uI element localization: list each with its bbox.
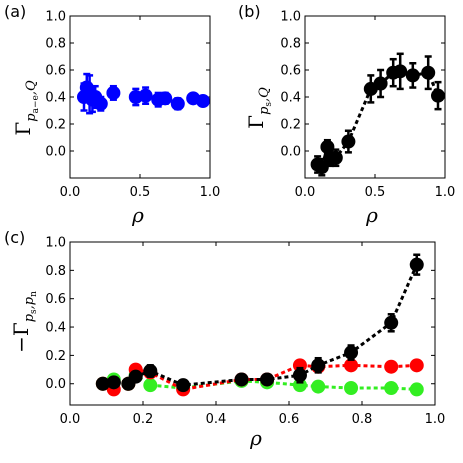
y-tick-label: 0.0 bbox=[280, 145, 301, 160]
y-tick-label: 0.4 bbox=[45, 321, 66, 336]
series-red bbox=[95, 358, 424, 397]
data-point bbox=[344, 345, 359, 360]
x-axis-label: ρ bbox=[365, 203, 378, 227]
data-point bbox=[409, 382, 424, 397]
y-tick-label: 0.6 bbox=[45, 292, 66, 307]
data-point bbox=[292, 368, 307, 383]
data-point bbox=[384, 359, 399, 374]
data-point bbox=[106, 85, 121, 100]
data-point bbox=[93, 96, 108, 111]
x-tick-label: 1.0 bbox=[435, 185, 456, 200]
x-tick-label: 1.0 bbox=[200, 185, 221, 200]
panel-label: (c) bbox=[4, 228, 25, 247]
data-point bbox=[95, 376, 110, 391]
data-point bbox=[328, 150, 343, 165]
y-axis-label: Γpa−e,Q bbox=[11, 80, 41, 136]
data-point bbox=[320, 139, 335, 154]
panel-a: (a) 0.0 0.5 1.0 0.0 0.2 0.4 0.6 0.8 1.0 ρ Γpa−e,Q bbox=[4, 2, 220, 227]
data-point bbox=[405, 68, 420, 83]
y-tick-label: 0.4 bbox=[280, 91, 301, 106]
y-tick-label: 0.8 bbox=[45, 264, 66, 279]
y-tick-label: 0.0 bbox=[45, 145, 66, 160]
panel-c: (c) 0.0 0.2 0.4 0.6 0.8 1.0 0.0 0.2 0.4 0.6 0.8 1.0 ρ… bbox=[4, 228, 445, 450]
panel-label: (a) bbox=[4, 2, 26, 21]
data-point bbox=[196, 94, 210, 109]
panel-label: (b) bbox=[238, 2, 261, 21]
data-point bbox=[393, 64, 408, 79]
data-point bbox=[106, 375, 121, 390]
y-axis-label: −Γps,pn bbox=[9, 291, 39, 353]
plot-area bbox=[77, 72, 210, 115]
y-tick-label: 0.6 bbox=[45, 64, 66, 79]
y-tick-label: 0.2 bbox=[280, 118, 301, 133]
x-tick-label: 0.5 bbox=[365, 185, 386, 200]
x-tick-label: 0.2 bbox=[133, 412, 154, 427]
y-axis-label: Γps,Q bbox=[244, 87, 274, 129]
data-point bbox=[128, 369, 143, 384]
y-tick-label: 1.0 bbox=[45, 236, 66, 251]
y-tick-label: 1.0 bbox=[45, 10, 66, 25]
panel-b: (b) 0.0 0.5 1.0 0.0 0.2 0.4 0.6 0.8 1.0 ρ Γps,Q bbox=[238, 2, 455, 227]
x-tick-label: 0.0 bbox=[60, 412, 81, 427]
data-point bbox=[170, 96, 185, 111]
axes-frame bbox=[304, 15, 446, 179]
data-point bbox=[138, 88, 153, 103]
series-black bbox=[95, 253, 424, 393]
x-tick-label: 0.0 bbox=[60, 185, 81, 200]
x-axis-label: ρ bbox=[249, 426, 262, 450]
y-tick-label: 0.0 bbox=[45, 377, 66, 392]
data-point bbox=[234, 372, 249, 387]
data-point bbox=[409, 257, 424, 272]
data-point bbox=[409, 358, 424, 373]
y-tick-label: 0.4 bbox=[45, 91, 66, 106]
x-tick-label: 1.0 bbox=[425, 412, 446, 427]
x-tick-label: 0.8 bbox=[352, 412, 373, 427]
data-point bbox=[421, 65, 436, 80]
data-point bbox=[143, 363, 158, 378]
y-tick-label: 0.2 bbox=[45, 349, 66, 364]
axes-frame bbox=[69, 15, 211, 179]
plot-area bbox=[95, 253, 424, 397]
data-point bbox=[344, 358, 359, 373]
data-point bbox=[431, 88, 445, 103]
data-point bbox=[373, 76, 388, 91]
data-point bbox=[311, 379, 326, 394]
data-point bbox=[341, 134, 356, 149]
x-tick-label: 0.4 bbox=[206, 412, 227, 427]
data-point bbox=[384, 380, 399, 395]
data-point bbox=[344, 380, 359, 395]
y-tick-label: 0.8 bbox=[280, 37, 301, 52]
data-point bbox=[260, 372, 275, 387]
x-axis-label: ρ bbox=[131, 203, 144, 227]
data-point bbox=[311, 358, 326, 373]
y-tick-label: 0.6 bbox=[280, 64, 301, 79]
plot-area bbox=[310, 52, 445, 177]
series-black bbox=[310, 52, 445, 177]
series-blue bbox=[77, 72, 210, 115]
data-point bbox=[143, 378, 158, 393]
x-tick-label: 0.5 bbox=[130, 185, 151, 200]
y-tick-label: 0.2 bbox=[45, 118, 66, 133]
data-point bbox=[176, 378, 191, 393]
x-tick-label: 0.0 bbox=[295, 185, 316, 200]
y-tick-label: 0.8 bbox=[45, 37, 66, 52]
data-point bbox=[158, 91, 173, 106]
y-tick-label: 1.0 bbox=[280, 10, 301, 25]
axes-frame bbox=[69, 241, 436, 406]
data-point bbox=[384, 315, 399, 330]
x-tick-label: 0.6 bbox=[279, 412, 300, 427]
